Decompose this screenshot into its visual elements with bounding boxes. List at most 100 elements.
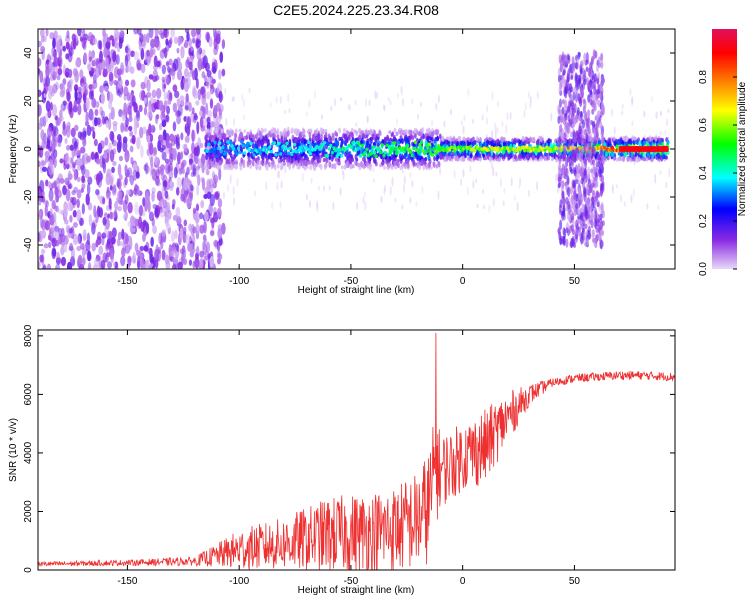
spectrogram-cell [184,105,189,111]
spectrogram-cell [219,161,223,166]
spectrogram-cell [313,153,317,161]
spectrogram-cell [38,232,41,243]
spectrogram-cell [150,236,154,247]
spectrogram-cell [355,122,358,127]
spectrogram-cell [197,88,201,101]
spectrogram-cell [472,140,476,147]
spectrogram-cell [529,101,532,109]
spectrogram-cell [286,151,291,155]
spectrogram-cell [111,166,115,174]
spectrogram-cell [108,91,113,104]
spectrogram-cell [349,145,353,150]
spectrogram-cell [559,238,563,246]
spectrogram-cell [98,245,104,256]
spectrogram-cell [186,116,192,130]
spectrogram-cell [238,150,242,155]
spectrogram-cell [339,187,342,196]
spectrogram-cell [435,164,439,169]
spectrogram-cell [68,183,73,190]
spectrogram-cell [209,126,213,134]
spectrogram-cell [341,169,344,176]
spectrogram-cell [99,85,104,94]
spectrogram-cell [597,160,601,168]
spectrogram-cell [199,142,204,149]
spectrogram-cell [516,201,519,212]
spectrogram-cell [298,162,301,167]
spectrogram-cell [68,100,73,113]
spectrogram-cell [105,172,111,186]
spectrogram-cell [115,54,120,65]
spectrogram-cell [578,122,582,133]
spectrogram-cell [380,195,383,204]
spectrogram-cell [453,170,456,179]
spectrogram-cell [66,91,71,102]
spectrogram-cell [383,188,386,195]
spectrogram-cell [112,184,117,194]
spectrogram-cell [191,107,195,115]
spectrogram-cell [236,178,239,187]
spectrogram-cell [360,130,364,135]
spectrogram-cell [219,51,224,64]
spectrogram-cell [460,120,463,127]
spectrogram-cell [81,247,86,258]
spectrogram-cell [144,194,150,207]
spectrogram-cell [117,231,123,241]
spectrogram-cell [195,165,199,179]
spectrogram-cell [52,83,58,94]
spectrogram-cell [576,106,580,116]
spectrogram-cell [221,145,225,150]
spectrogram-cell [249,131,253,139]
spectrogram-cell [667,108,670,114]
spectrogram-cell [188,101,192,112]
spectrogram-cell [501,120,504,127]
spectrogram-cell [611,184,614,194]
spectrogram-cell [51,89,55,97]
spectrogram-cell [77,131,83,139]
spectrogram-cell [411,98,414,105]
spectrogram-cell [403,183,406,194]
spectrogram-cell [335,132,339,137]
spectrogram-cell [400,165,404,170]
spectrogram-cell [118,109,123,117]
spectrogram-cell [175,136,179,143]
spectrogram-cell [176,176,182,189]
spectrogram-cell [103,85,109,92]
spectrogram-cell [253,143,257,150]
spectrogram-cell [81,175,86,184]
spectrogram-cell [376,142,380,147]
spectrogram-cell [163,29,168,38]
spectrogram-cell [580,111,584,120]
spectrogram-cell [207,110,213,119]
spectrogram-cell [365,161,369,167]
spectrogram-cell [529,95,532,103]
spectrogram-cell [337,152,341,157]
spectrogram-cell [132,251,136,262]
spectrogram-cell [173,166,178,179]
spectrogram-cell [72,38,77,50]
spectrogram-cell [276,134,280,139]
spectrogram-cell [410,153,414,158]
spectrogram-cell [159,199,163,206]
spectrogram-cell [60,233,66,243]
spectrogram-cell [86,124,92,137]
spectrogram-cell [176,47,180,54]
spectrogram-cell [583,140,587,148]
spectrogram-cell [208,36,213,48]
spectrogram-cell [490,150,494,157]
spectrogram-cell [84,82,88,93]
spectrogram-cell [621,109,624,116]
spectrogram-cell [383,150,388,155]
spectrogram-cell [104,212,108,218]
spectrogram-cell [168,143,173,154]
spectrogram-cell [277,141,281,146]
spectrogram-cell [195,252,199,260]
spectrogram-cell [41,138,46,150]
spectrogram-cell [41,196,46,203]
spectrogram-cell [97,231,102,241]
spectrogram-cell [87,176,93,185]
spectrogram-cell [577,51,581,58]
spectrogram-cell [169,37,173,45]
spectrogram-cell [374,154,378,158]
spectrogram-cell [213,211,219,223]
